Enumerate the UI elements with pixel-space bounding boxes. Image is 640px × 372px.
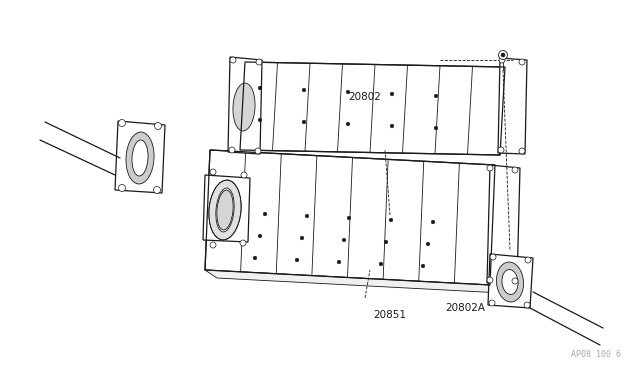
Ellipse shape [525,257,531,263]
Ellipse shape [487,165,493,171]
Ellipse shape [499,51,508,60]
Ellipse shape [431,220,435,224]
Ellipse shape [346,90,350,94]
Polygon shape [228,57,262,154]
Ellipse shape [258,234,262,238]
Ellipse shape [241,172,247,178]
Ellipse shape [434,126,438,130]
Polygon shape [205,270,502,293]
Ellipse shape [230,57,236,63]
Ellipse shape [512,167,518,173]
Ellipse shape [258,86,262,90]
Ellipse shape [390,92,394,96]
Ellipse shape [118,119,125,126]
Ellipse shape [487,277,493,283]
Ellipse shape [489,300,495,306]
Ellipse shape [229,147,235,153]
Polygon shape [498,58,527,154]
Ellipse shape [209,180,241,240]
Text: 20851: 20851 [374,310,406,320]
Ellipse shape [305,214,309,218]
Ellipse shape [390,124,394,128]
Text: 20802: 20802 [349,92,381,102]
Ellipse shape [216,188,234,232]
Ellipse shape [255,148,261,154]
Ellipse shape [501,53,505,57]
Ellipse shape [502,270,518,295]
Polygon shape [240,62,505,155]
Ellipse shape [512,278,518,284]
Ellipse shape [256,59,262,65]
Ellipse shape [126,132,154,184]
Ellipse shape [154,122,161,129]
Ellipse shape [253,256,257,260]
Text: AP08 100 6: AP08 100 6 [571,350,621,359]
Ellipse shape [295,258,299,262]
Ellipse shape [154,186,161,193]
Ellipse shape [342,238,346,242]
Ellipse shape [240,240,246,246]
Ellipse shape [490,254,496,260]
Ellipse shape [233,83,255,131]
Polygon shape [205,150,495,285]
Ellipse shape [210,242,216,248]
Polygon shape [488,254,533,308]
Ellipse shape [118,185,125,192]
Ellipse shape [519,148,525,154]
Ellipse shape [346,122,350,126]
Ellipse shape [519,59,525,65]
Text: 20802A: 20802A [445,303,485,313]
Polygon shape [487,165,520,284]
Ellipse shape [132,140,148,176]
Ellipse shape [337,260,341,264]
Ellipse shape [524,302,530,308]
Polygon shape [115,121,165,193]
Ellipse shape [384,240,388,244]
Ellipse shape [499,57,505,63]
Ellipse shape [498,147,504,153]
Ellipse shape [300,236,304,240]
Ellipse shape [497,262,524,302]
Ellipse shape [263,212,267,216]
Ellipse shape [421,264,425,268]
Ellipse shape [389,218,393,222]
Ellipse shape [379,262,383,266]
Ellipse shape [434,94,438,98]
Ellipse shape [302,120,306,124]
Ellipse shape [258,118,262,122]
Polygon shape [203,175,250,242]
Ellipse shape [210,169,216,175]
Ellipse shape [302,88,306,92]
Ellipse shape [347,216,351,220]
Ellipse shape [426,242,430,246]
Ellipse shape [217,190,233,230]
